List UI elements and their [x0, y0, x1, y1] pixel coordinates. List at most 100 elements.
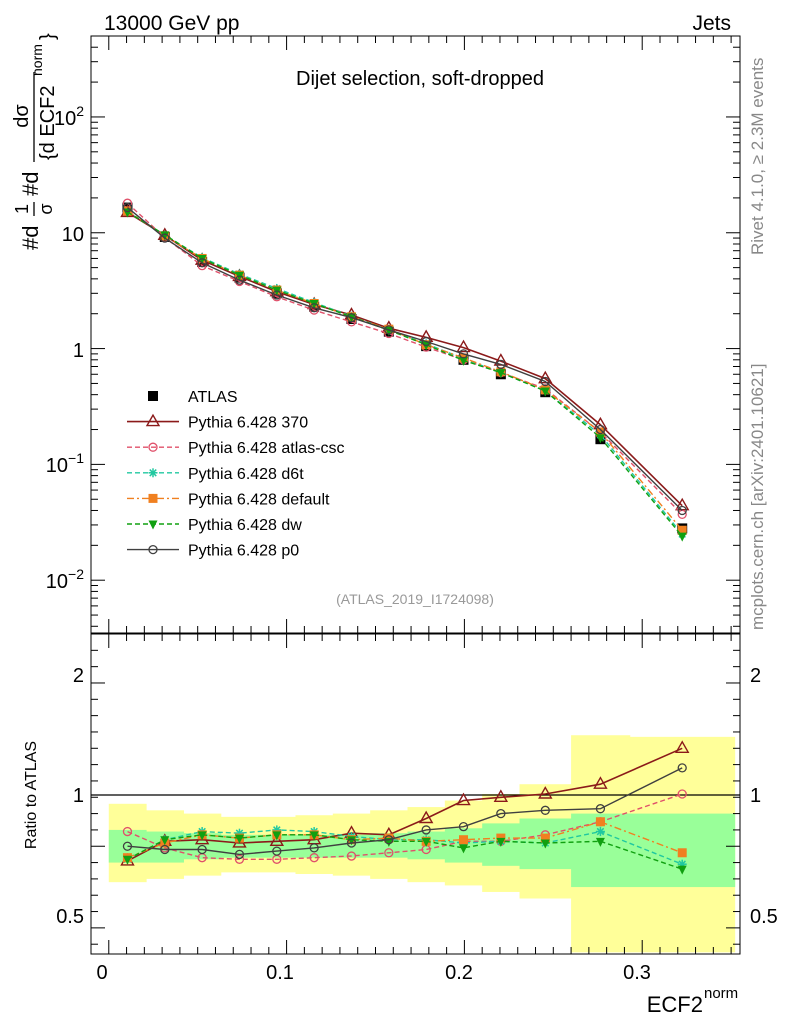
legend-entry-default: Pythia 6.428 default [127, 491, 330, 508]
main-point-p0-13 [677, 505, 687, 516]
ratio-ytick-label-right-0-5: 0.5 [750, 906, 778, 928]
main-series-p0 [122, 202, 687, 516]
main-point-p0-11 [540, 376, 550, 387]
ratio-point-dw-9 [459, 844, 469, 854]
legend-entry-p0: Pythia 6.428 p0 [127, 543, 299, 560]
ratio-frame [90, 633, 741, 955]
ratio-point-p370-11 [538, 786, 553, 799]
main-point-p0-6 [346, 312, 357, 323]
ratio-ytick-label-right-2: 2 [750, 665, 761, 687]
legend-marker-atlascsc [148, 442, 158, 452]
legend-label-p370: Pythia 6.428 370 [188, 415, 308, 432]
ratio-point-d6t-12 [595, 827, 605, 837]
ratio-point-p0-1 [160, 844, 170, 855]
xtick-label-0: 0 [96, 962, 107, 984]
ratio-point-dw-13 [677, 865, 687, 875]
main-point-p370-9 [456, 339, 471, 353]
ratio-point-dw-4 [272, 831, 282, 841]
ratio-point-dw-1 [160, 836, 170, 846]
main-panel: Dijet selection, soft-dropped (ATLAS_201… [11, 33, 741, 634]
mcplots-credit-text: mcplots.cern.ch [arXiv:2401.10621] [748, 364, 767, 630]
ratio-point-dw-2 [197, 831, 207, 841]
ratio-point-p0-11 [540, 805, 550, 815]
main-point-p0-4 [272, 290, 282, 300]
main-point-dw-10 [496, 369, 506, 379]
ratio-point-default-11 [540, 833, 550, 843]
legend-entry-atlas: ATLAS [148, 389, 238, 406]
ratio-line-atlascsc [127, 793, 683, 860]
ratio-point-p0-13 [677, 763, 687, 773]
legend-entry-atlascsc: Pythia 6.428 atlas-csc [127, 440, 345, 457]
svg-text:norm: norm [29, 44, 45, 76]
legend-marker-d6t [148, 468, 158, 478]
ratio-point-default-12 [595, 817, 605, 827]
ratio-point-p0-6 [346, 838, 357, 848]
legend-label-atlas: ATLAS [188, 389, 238, 406]
main-ticks-layer [91, 35, 740, 633]
ratio-point-atlascsc-3 [234, 854, 245, 864]
main-point-p0-5 [309, 303, 319, 313]
legend-marker-default [148, 493, 158, 503]
ratio-ytick-label-right-1: 1 [750, 785, 761, 807]
main-series-p370 [120, 204, 690, 511]
ytick-label-10: 10 [62, 224, 84, 246]
ratio-point-p370-9 [456, 792, 471, 806]
ratio-point-p0-4 [272, 846, 282, 856]
ytick-label-0-01: 10−2 [46, 566, 84, 593]
main-series-default [122, 206, 687, 535]
ratio-ytick-label-0-5: 0.5 [56, 906, 84, 928]
ratio-point-dw-10 [496, 837, 506, 847]
main-point-dw-5 [309, 300, 319, 310]
legend-label-atlascsc: Pythia 6.428 atlas-csc [188, 440, 345, 457]
main-point-p0-8 [421, 336, 431, 347]
ratio-point-atlascsc-0 [122, 826, 133, 837]
ratio-line-dw [127, 834, 683, 870]
main-title: Dijet selection, soft-dropped [296, 68, 544, 90]
ytick-label-0-1: 10−1 [46, 450, 84, 477]
main-point-p0-7 [384, 325, 394, 335]
legend: ATLAS Pythia 6.428 370 Pythia 6.428 atlas-… [127, 389, 345, 560]
xtick-label-0-2: 0.2 [445, 962, 473, 984]
main-point-p0-1 [160, 233, 170, 243]
main-frame [90, 35, 741, 634]
ratio-point-default-13 [677, 848, 687, 858]
ratio-point-p0-9 [458, 822, 469, 832]
header-left: 13000 GeV pp [104, 12, 239, 35]
svg-text:#d: #d [18, 172, 43, 196]
main-point-default-12 [595, 427, 605, 437]
main-point-p0-3 [234, 275, 245, 285]
ratio-point-atlascsc-13 [677, 789, 687, 799]
ratio-point-dw-3 [234, 834, 244, 844]
ratio-ticks-layer [91, 634, 740, 954]
main-point-p370-12 [593, 416, 608, 430]
main-point-dw-13 [677, 532, 687, 542]
ratio-point-p0-12 [595, 804, 606, 814]
main-point-p370-11 [538, 370, 553, 384]
ratio-point-p370-13 [675, 740, 690, 753]
ratio-point-p0-8 [421, 825, 431, 835]
ratio-point-p370-10 [493, 789, 509, 802]
main-point-dw-1 [160, 231, 170, 241]
legend-label-d6t: Pythia 6.428 d6t [188, 466, 304, 483]
header-right: Jets [692, 12, 731, 35]
main-line-p370 [127, 211, 683, 507]
ratio-point-default-9 [459, 835, 469, 845]
main-ylabel: #d 1 σ #d dσ {d ECF2 norm } [11, 33, 59, 250]
legend-entry-p370: Pythia 6.428 370 [127, 413, 308, 432]
main-point-p0-9 [458, 349, 469, 359]
ratio-point-atlascsc-7 [384, 848, 394, 858]
ratio-point-p0-2 [197, 844, 207, 855]
svg-text:1: 1 [12, 204, 32, 214]
ratio-point-p370-12 [593, 776, 608, 789]
ratio-band-inner-6 [332, 834, 371, 858]
ratio-ytick-label-2: 2 [73, 665, 84, 687]
ratio-point-p0-0 [122, 841, 133, 851]
ratio-ytick-label-1: 1 [73, 785, 84, 807]
svg-text:}: } [37, 33, 59, 40]
ratio-point-dw-6 [346, 836, 356, 846]
ratio-point-atlascsc-6 [346, 851, 357, 861]
main-point-dw-11 [540, 387, 550, 397]
svg-text:dσ: dσ [11, 104, 33, 128]
x-axis-label: ECF2 [647, 992, 703, 1017]
ratio-line-p370 [127, 747, 683, 862]
